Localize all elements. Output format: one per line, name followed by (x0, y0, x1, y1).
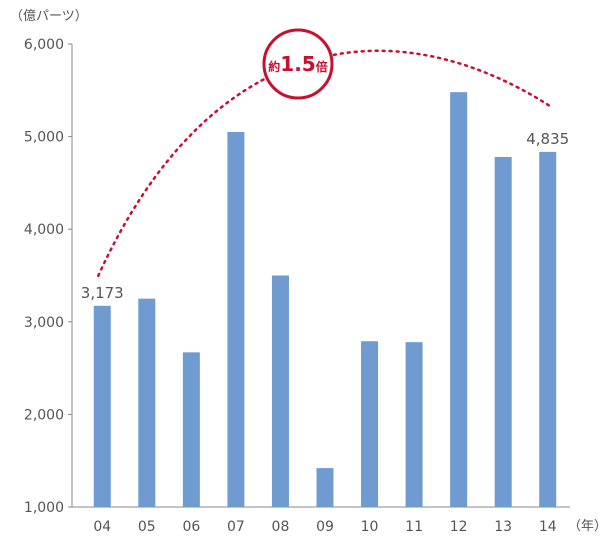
bar-14 (539, 151, 557, 507)
y-tick-label: 2,000 (24, 407, 64, 423)
bar-05 (138, 298, 156, 507)
bar-07 (227, 131, 245, 507)
bar-06 (182, 352, 200, 507)
y-tick-label: 6,000 (24, 37, 64, 53)
bar-13 (494, 156, 512, 508)
y-tick-label: 3,000 (24, 315, 64, 331)
growth-badge-suffix: 倍 (316, 59, 328, 74)
y-axis-unit-label: （億パーツ） (10, 8, 88, 24)
x-tick-label: 07 (227, 519, 245, 535)
growth-badge-circle (262, 28, 334, 100)
y-axis-ticks: 1,000 2,000 3,000 4,000 5,000 6,000 (24, 37, 72, 516)
growth-badge-prefix: 約 (268, 59, 280, 74)
bar-04 (93, 305, 111, 507)
data-label-04: 3,173 (81, 284, 124, 302)
x-tick-label: 09 (316, 519, 334, 535)
x-axis-unit-label: （年） (568, 519, 607, 534)
growth-badge: 約1.5倍 (262, 28, 334, 100)
x-axis-ticks: 04 05 06 07 08 09 10 11 12 13 14 (93, 519, 556, 535)
x-tick-label: 06 (182, 519, 200, 535)
x-tick-label: 05 (138, 519, 156, 535)
bar-11 (405, 342, 423, 507)
y-tick-label: 1,000 (24, 500, 64, 516)
data-labels: 3,173 4,835 (81, 130, 569, 302)
x-tick-label: 13 (494, 519, 512, 535)
growth-badge-value: 1.5 (280, 52, 315, 76)
x-tick-label: 08 (272, 519, 290, 535)
bars-group (93, 92, 557, 508)
bar-10 (361, 341, 379, 507)
x-tick-label: 14 (539, 519, 557, 535)
x-tick-label: 10 (361, 519, 379, 535)
y-tick-label: 5,000 (24, 130, 64, 146)
bar-08 (271, 275, 289, 507)
y-tick-label: 4,000 (24, 222, 64, 238)
x-tick-label: 04 (93, 519, 111, 535)
growth-arc (97, 49, 551, 278)
growth-badge-text: 約1.5倍 (268, 52, 327, 76)
data-label-14: 4,835 (526, 130, 569, 148)
x-tick-label: 11 (405, 519, 423, 535)
x-tick-label: 12 (450, 519, 468, 535)
bar-09 (316, 468, 334, 507)
bar-12 (450, 92, 468, 507)
